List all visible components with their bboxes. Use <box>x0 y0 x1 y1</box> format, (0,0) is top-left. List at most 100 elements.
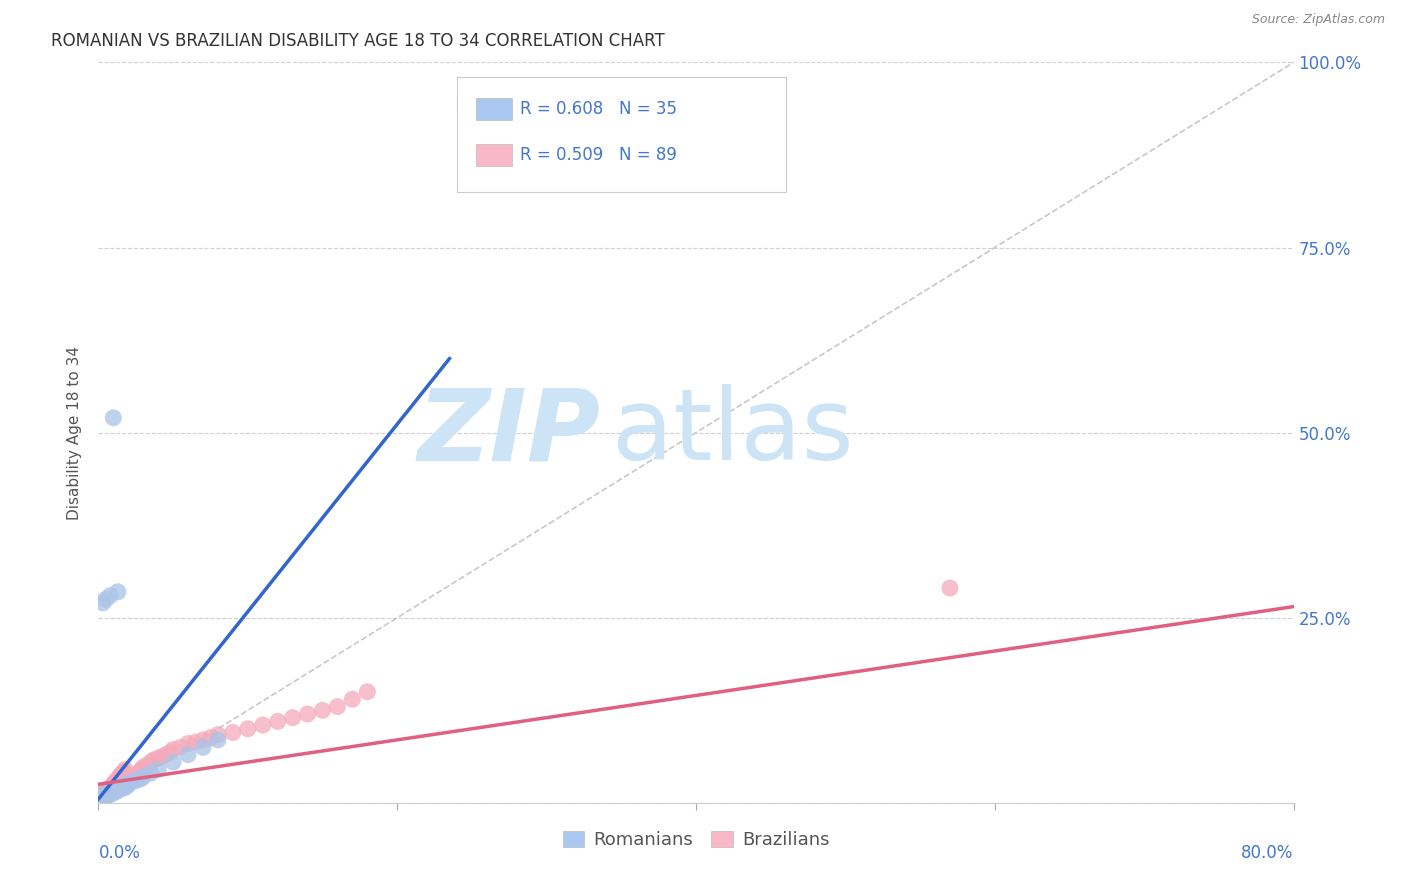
Point <box>148 751 170 765</box>
Y-axis label: Disability Age 18 to 34: Disability Age 18 to 34 <box>67 345 83 520</box>
Point <box>89 792 111 806</box>
Point <box>98 780 122 795</box>
Point <box>111 766 134 780</box>
Point <box>97 787 120 801</box>
Point <box>104 782 127 797</box>
Point <box>111 775 134 789</box>
Point <box>125 767 148 781</box>
Point <box>124 769 146 783</box>
Point <box>96 785 118 799</box>
Point <box>120 775 142 789</box>
Point <box>104 780 127 794</box>
Point <box>236 722 259 736</box>
Point <box>91 789 114 804</box>
Point <box>94 787 117 801</box>
Point <box>128 766 150 780</box>
Point <box>139 766 162 780</box>
Point <box>97 782 120 797</box>
Point <box>103 780 125 795</box>
Point <box>252 718 274 732</box>
Point <box>342 692 364 706</box>
Legend: Romanians, Brazilians: Romanians, Brazilians <box>555 824 837 856</box>
Point <box>98 589 122 603</box>
Point <box>91 596 114 610</box>
Text: atlas: atlas <box>613 384 853 481</box>
Point <box>177 747 200 762</box>
Point <box>108 780 131 795</box>
Point <box>89 792 111 806</box>
Point <box>98 785 122 799</box>
Point <box>105 773 128 788</box>
Point <box>129 772 152 786</box>
Point <box>90 789 112 804</box>
Point <box>326 699 349 714</box>
Point <box>169 740 191 755</box>
Point <box>177 737 200 751</box>
Point <box>105 780 128 795</box>
Point <box>101 780 124 794</box>
Point <box>90 789 112 803</box>
Point <box>101 787 124 801</box>
Point <box>90 791 112 805</box>
Point <box>139 755 162 769</box>
Point <box>107 780 129 794</box>
Point <box>267 714 290 729</box>
Point <box>112 764 135 779</box>
Point <box>96 785 118 799</box>
Point <box>155 747 177 762</box>
Point <box>191 732 214 747</box>
Point <box>939 581 962 595</box>
Point <box>96 789 118 803</box>
Point <box>107 782 129 797</box>
Point <box>132 760 155 774</box>
Point <box>89 789 111 804</box>
Point <box>222 725 245 739</box>
Point <box>281 711 304 725</box>
Point <box>118 773 141 788</box>
Point <box>107 780 129 795</box>
Point <box>107 584 129 599</box>
Text: 0.0%: 0.0% <box>98 844 141 862</box>
Point <box>200 731 222 745</box>
Point <box>114 763 136 777</box>
Point <box>98 780 122 795</box>
Point <box>105 777 128 791</box>
Point <box>135 758 157 772</box>
Point <box>110 767 132 781</box>
Point <box>207 728 229 742</box>
Point <box>96 789 118 803</box>
Point <box>111 780 134 794</box>
Text: R = 0.509   N = 89: R = 0.509 N = 89 <box>520 146 678 164</box>
Point <box>93 789 115 804</box>
Point <box>91 789 114 803</box>
Point <box>150 750 173 764</box>
Point <box>101 782 124 797</box>
Point <box>115 780 138 794</box>
Text: ROMANIAN VS BRAZILIAN DISABILITY AGE 18 TO 34 CORRELATION CHART: ROMANIAN VS BRAZILIAN DISABILITY AGE 18 … <box>51 32 665 50</box>
Point <box>129 764 152 779</box>
Point <box>110 780 132 794</box>
Point <box>89 794 111 808</box>
Point <box>142 753 165 767</box>
Point <box>103 410 125 425</box>
Point <box>191 740 214 755</box>
Point <box>104 782 127 797</box>
Point <box>117 775 139 789</box>
Point <box>97 787 120 801</box>
Text: 80.0%: 80.0% <box>1241 844 1294 862</box>
Point <box>105 785 128 799</box>
FancyBboxPatch shape <box>477 98 512 120</box>
Text: Source: ZipAtlas.com: Source: ZipAtlas.com <box>1251 13 1385 27</box>
Point <box>97 782 120 797</box>
Point <box>121 772 143 786</box>
Point <box>108 782 131 797</box>
Point <box>356 685 378 699</box>
Point <box>162 755 184 769</box>
Point <box>184 735 207 749</box>
Point <box>120 770 142 784</box>
Point <box>162 742 184 756</box>
Text: R = 0.608   N = 35: R = 0.608 N = 35 <box>520 100 678 118</box>
Point <box>108 770 131 784</box>
Point <box>90 792 112 806</box>
Point <box>93 785 115 799</box>
